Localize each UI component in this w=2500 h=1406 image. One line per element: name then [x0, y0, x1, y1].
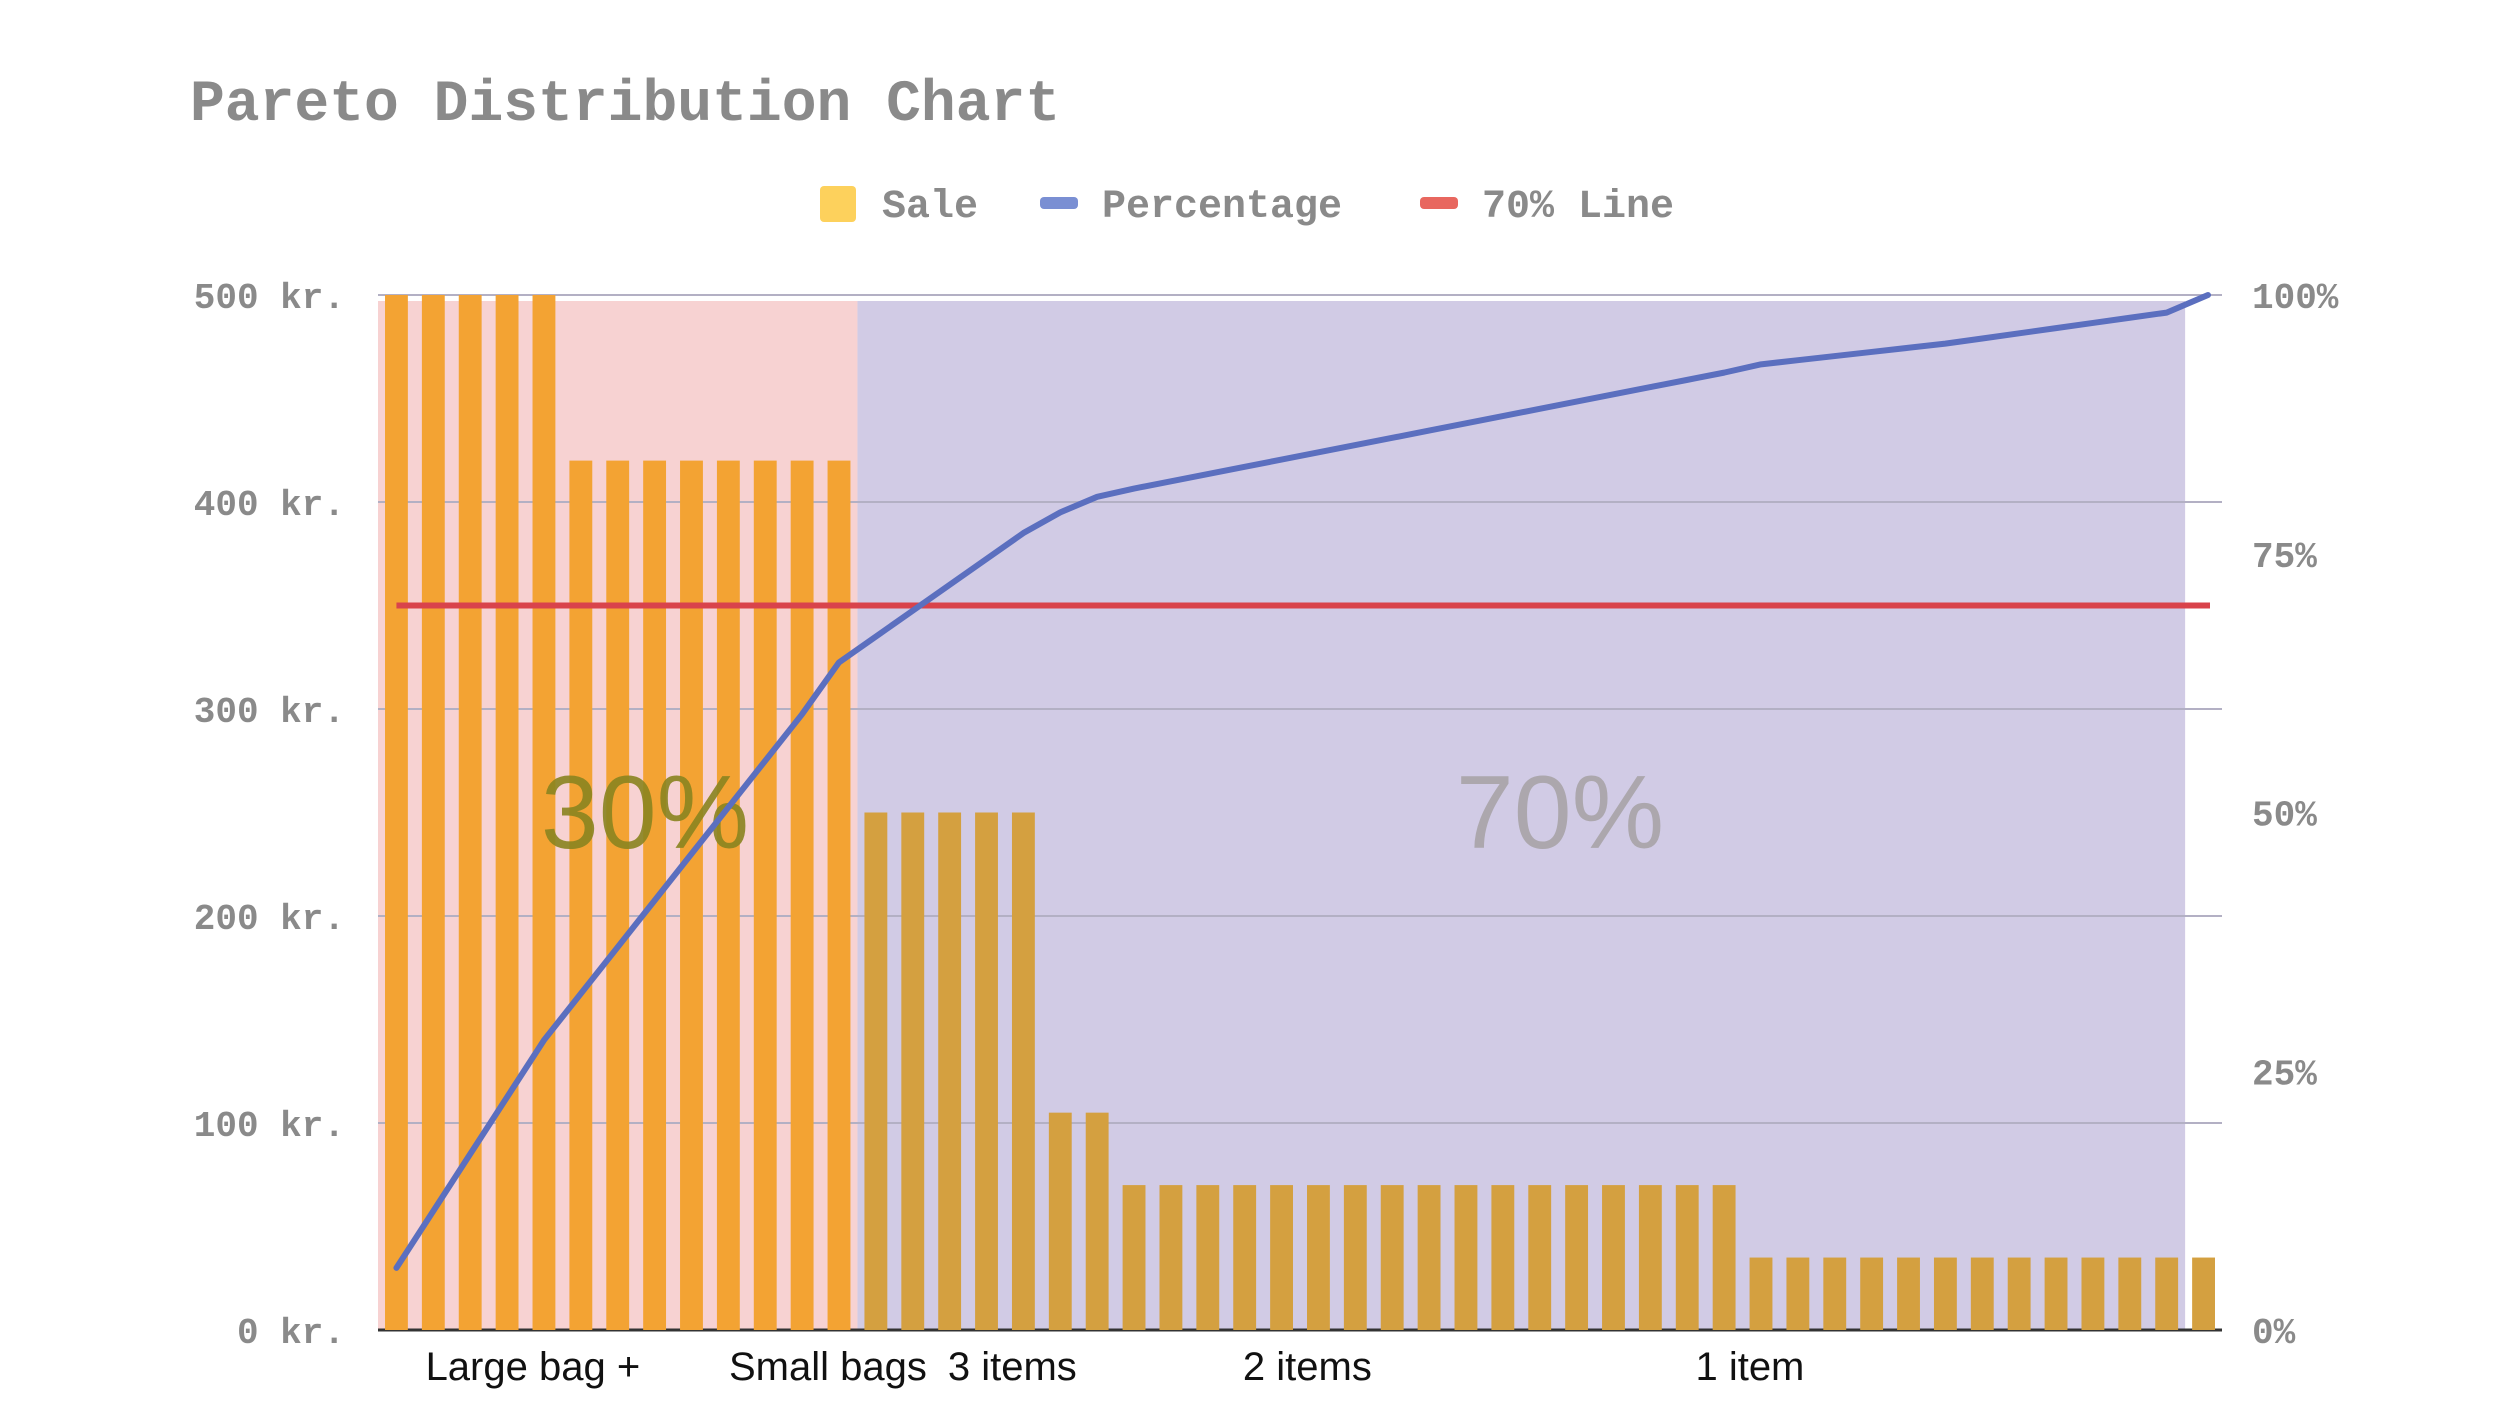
bar-sale	[1860, 1257, 1884, 1330]
bar-sale	[2007, 1257, 2031, 1330]
bar-sale	[1970, 1257, 1994, 1330]
bar-sale	[532, 295, 556, 1330]
region-bg-2	[857, 301, 2186, 1330]
bar-sale	[1122, 1185, 1146, 1330]
bar-sale	[1380, 1185, 1404, 1330]
bar-sale	[2155, 1257, 2179, 1330]
bar-sale	[1270, 1185, 1293, 1330]
category-label: 1 item	[1695, 1345, 1804, 1389]
bar-sale	[385, 295, 408, 1330]
bar-sale	[1085, 1112, 1109, 1330]
bar-sale	[680, 460, 703, 1331]
y-right-tick-label: 0%	[2252, 1313, 2296, 1354]
bar-sale	[1712, 1185, 1736, 1330]
bar-sale	[864, 812, 888, 1330]
bar-sale	[2192, 1257, 2215, 1330]
bar-sale	[1823, 1257, 1847, 1330]
bar-sale	[1343, 1185, 1367, 1330]
legend-swatch-70-line	[1420, 197, 1458, 209]
legend-swatch-sale	[820, 186, 856, 222]
bar-sale	[1602, 1185, 1625, 1330]
bar-sale	[1048, 1112, 1072, 1330]
region-label-1: 30%	[541, 755, 749, 871]
bar-sale	[2044, 1257, 2068, 1330]
bar-sale	[1307, 1185, 1330, 1330]
y-left-tick-label: 400 kr.	[194, 485, 345, 526]
category-label: Large bag +	[426, 1345, 641, 1389]
y-axis-left: 0 kr. 100 kr. 200 kr. 300 kr. 400 kr. 500 kr.	[194, 278, 345, 1354]
bar-sale	[827, 460, 851, 1331]
bar-sale	[975, 812, 998, 1330]
bar-sale	[2081, 1257, 2105, 1330]
bar-sale	[1233, 1185, 1257, 1330]
bar-sale	[2118, 1257, 2142, 1330]
bar-sale	[1786, 1257, 1810, 1330]
bar-sale	[1675, 1185, 1699, 1330]
bar-sale	[1565, 1185, 1589, 1330]
bar-sale	[421, 295, 445, 1330]
bar-sale	[1491, 1185, 1515, 1330]
y-left-tick-label: 200 kr.	[194, 899, 345, 940]
bar-sale	[1528, 1185, 1552, 1330]
bar-sale	[901, 812, 925, 1330]
y-left-tick-label: 0 kr.	[237, 1313, 345, 1354]
bar-sale	[790, 460, 814, 1331]
bar-sale	[1933, 1257, 1957, 1330]
y-left-tick-label: 300 kr.	[194, 692, 345, 733]
category-labels: Large bag + Small bags 3 items 2 items 1 ite…	[426, 1345, 1805, 1389]
region-label-2: 70%	[1456, 755, 1664, 871]
bar-sale	[1159, 1185, 1183, 1330]
legend-swatch-percentage	[1040, 197, 1078, 209]
chart-title: Pareto Distribution Chart	[190, 73, 1060, 138]
bar-sale	[1196, 1185, 1220, 1330]
category-label: 3 items	[948, 1345, 1077, 1389]
y-left-tick-label: 100 kr.	[194, 1106, 345, 1147]
bar-sale	[1011, 812, 1035, 1330]
legend-label-sale: Sale	[882, 185, 978, 230]
y-right-tick-label: 75%	[2252, 537, 2317, 578]
bar-sale	[1454, 1185, 1478, 1330]
bar-sale	[495, 295, 519, 1330]
bar-sale	[458, 295, 482, 1330]
y-axis-right: 0% 25% 50% 75% 100%	[2252, 278, 2339, 1354]
category-label: Small bags	[729, 1345, 927, 1389]
y-right-tick-label: 100%	[2252, 278, 2339, 319]
sale-bars	[385, 295, 2215, 1331]
series-line-percentage	[393, 292, 2211, 1271]
bar-sale	[1897, 1257, 1920, 1330]
bar-sale	[716, 460, 740, 1331]
y-right-tick-label: 25%	[2252, 1054, 2317, 1095]
bar-sale	[1638, 1185, 1662, 1330]
bar-sale	[938, 812, 962, 1330]
y-left-tick-label: 500 kr.	[194, 278, 345, 319]
bar-sale	[606, 460, 630, 1331]
bar-sale	[753, 460, 777, 1331]
bar-sale	[643, 460, 667, 1331]
legend-label-70-line: 70% Line	[1482, 185, 1674, 230]
series-lines	[393, 292, 2211, 1271]
legend: Sale Percentage 70% Line	[820, 185, 1674, 230]
region-labels: 30% 70%	[541, 755, 1664, 871]
bar-sale	[1417, 1185, 1441, 1330]
bar-sale	[1749, 1257, 1773, 1330]
category-label: 2 items	[1243, 1345, 1372, 1389]
bar-sale	[569, 460, 593, 1331]
y-right-tick-label: 50%	[2252, 796, 2317, 837]
legend-label-percentage: Percentage	[1102, 185, 1342, 230]
